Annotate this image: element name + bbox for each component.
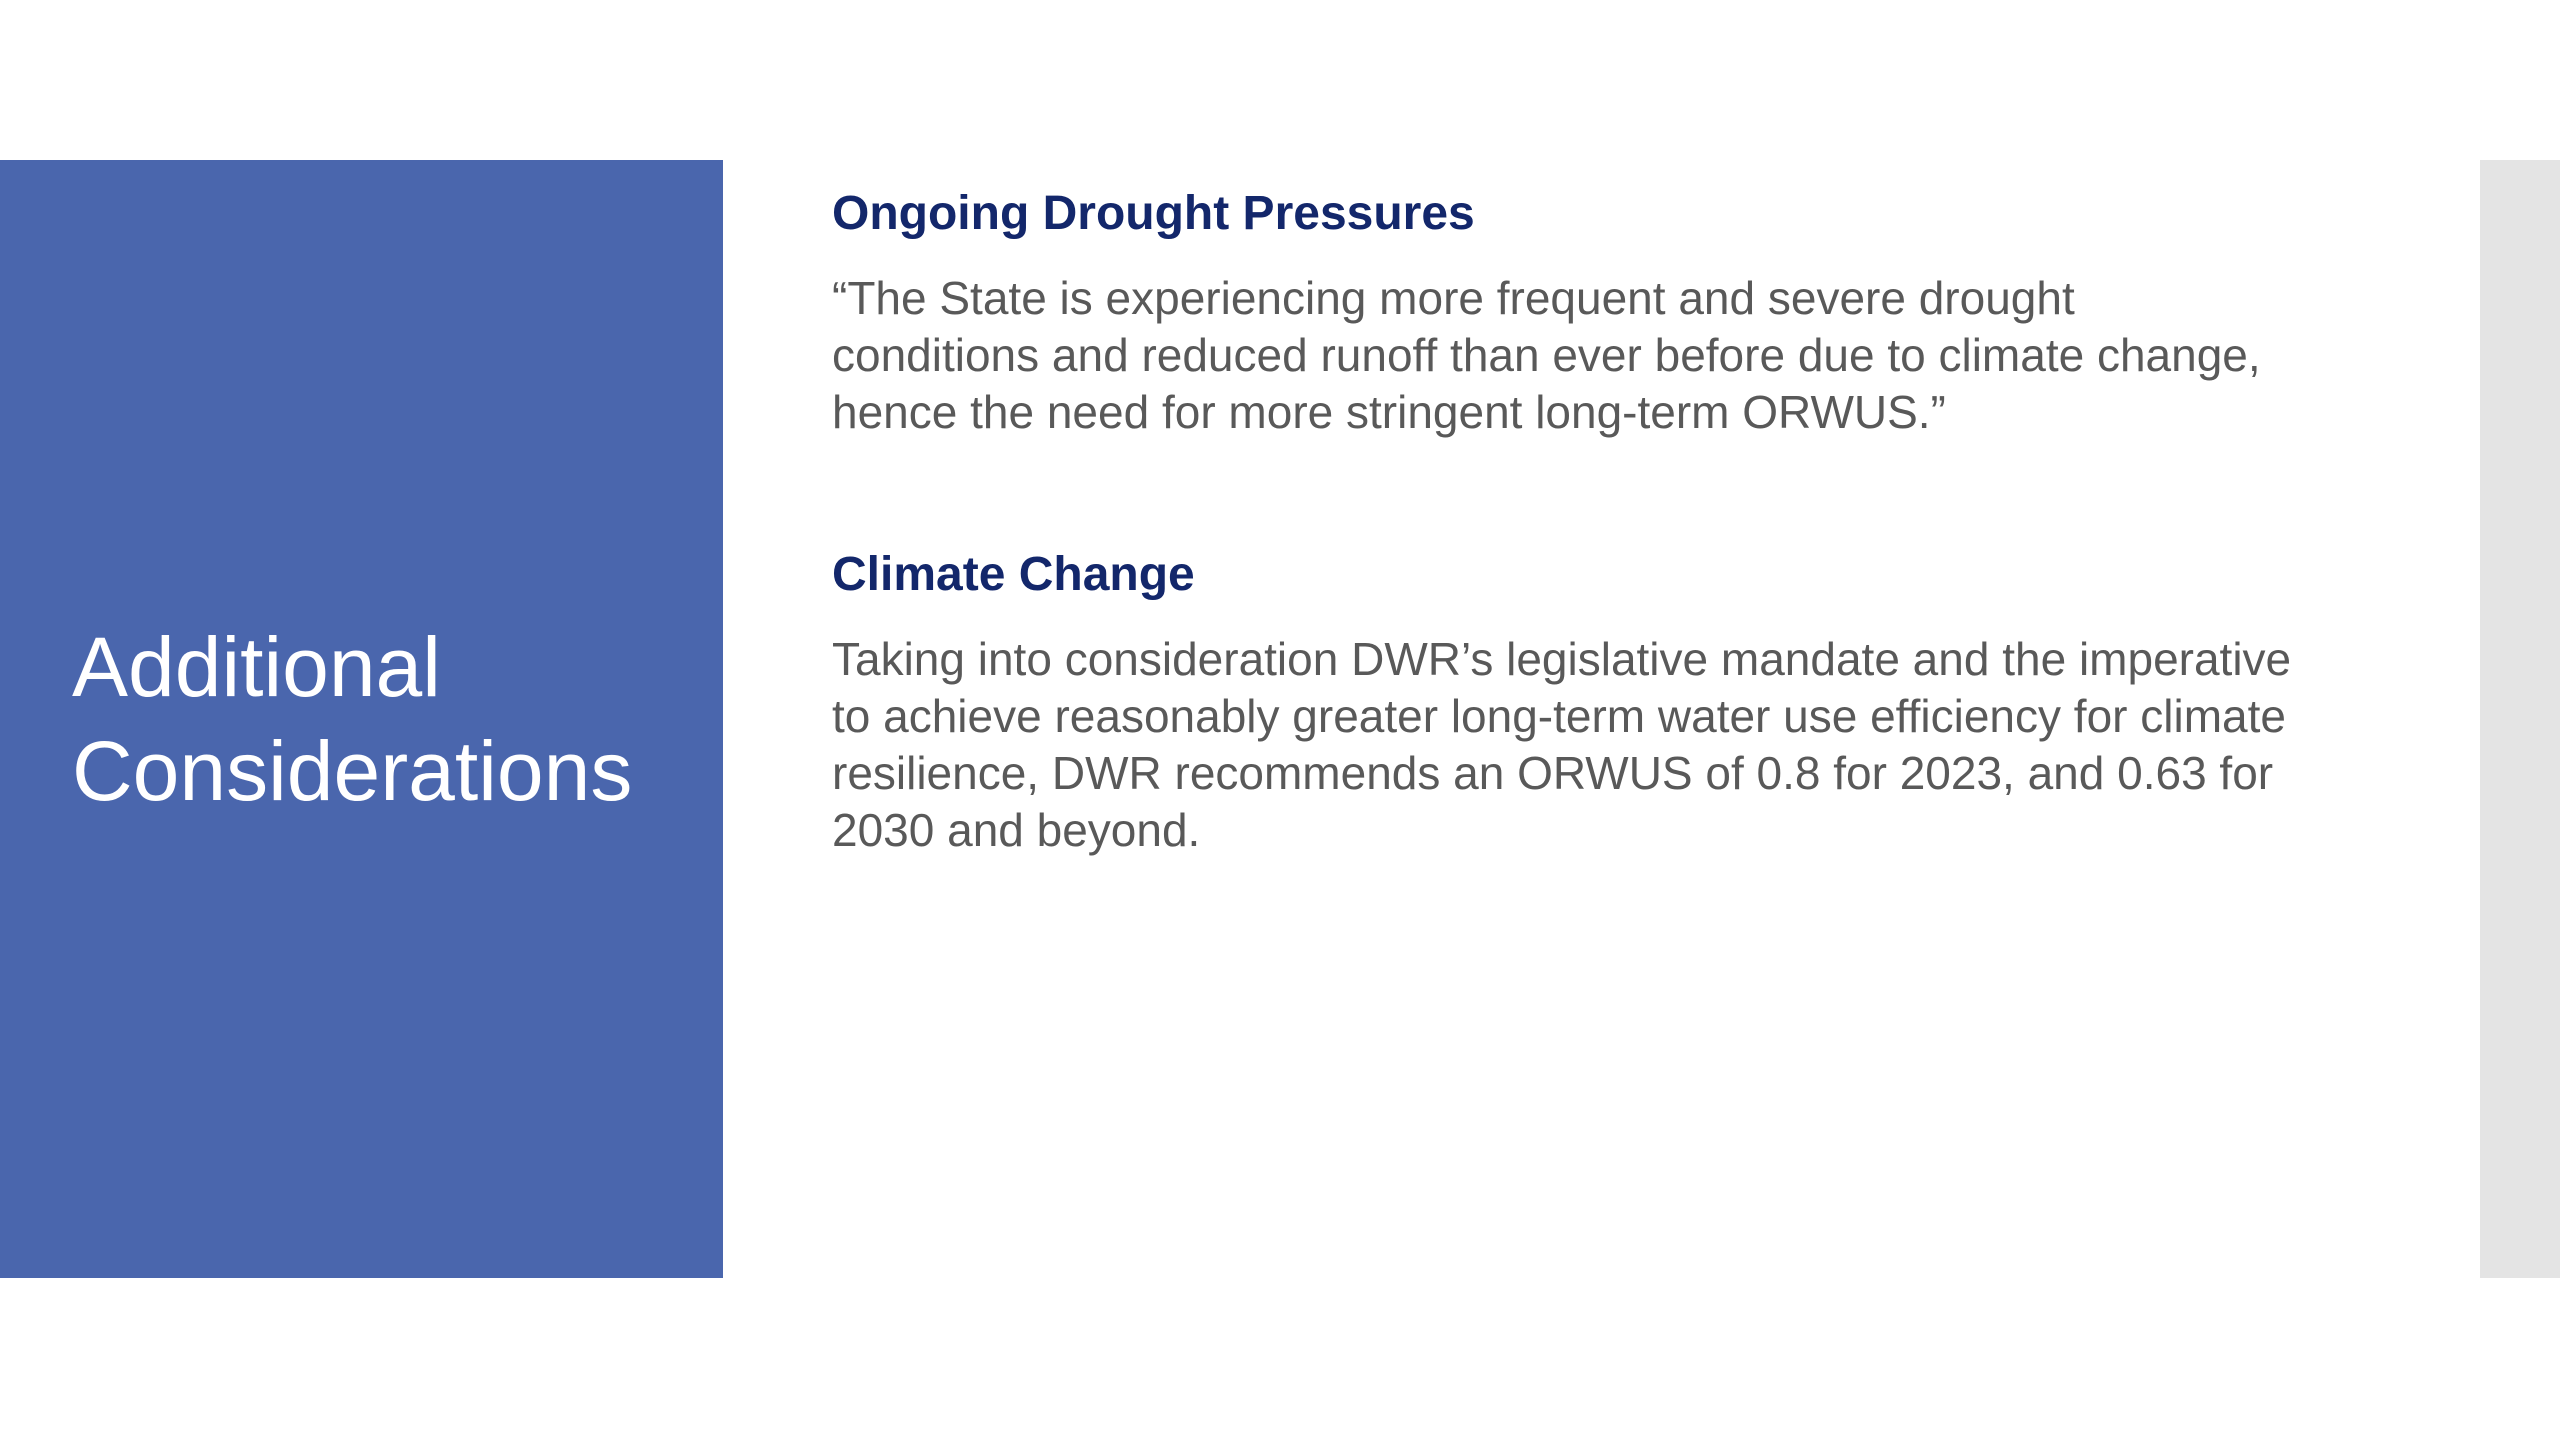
right-accent-strip [2480,160,2560,1278]
section-ongoing-drought-pressures: Ongoing Drought Pressures “The State is … [832,182,2292,441]
section-body: Taking into consideration DWR’s legislat… [832,633,2292,856]
section-body: “The State is experiencing more frequent… [832,272,2261,438]
title-panel: Additional Considerations [0,160,723,1278]
section-climate-change: Climate Change Taking into consideration… [832,543,2292,859]
section-heading: Ongoing Drought Pressures [832,187,1475,240]
content-area: Ongoing Drought Pressures “The State is … [832,182,2292,859]
section-heading: Climate Change [832,548,1195,601]
slide-title: Additional Considerations [72,620,633,818]
